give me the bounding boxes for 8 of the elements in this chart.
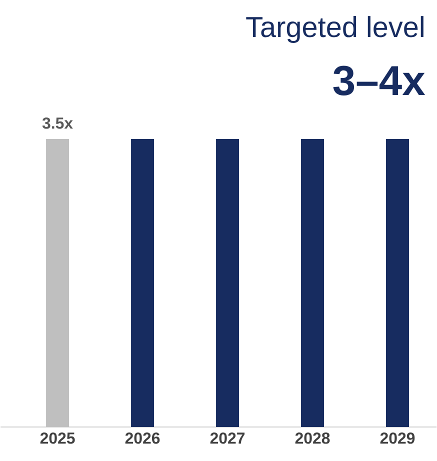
data-label: 3.5x: [42, 117, 73, 129]
chart-subtitle: 3–4x: [333, 66, 425, 96]
x-tick-label: 2025: [40, 432, 75, 444]
x-tick-label: 2028: [295, 432, 330, 444]
chart-title: Targeted level: [246, 16, 424, 43]
x-tick-label: 2026: [125, 432, 160, 444]
x-tick-label: 2027: [210, 432, 244, 444]
x-tick-label: 2029: [380, 432, 415, 444]
